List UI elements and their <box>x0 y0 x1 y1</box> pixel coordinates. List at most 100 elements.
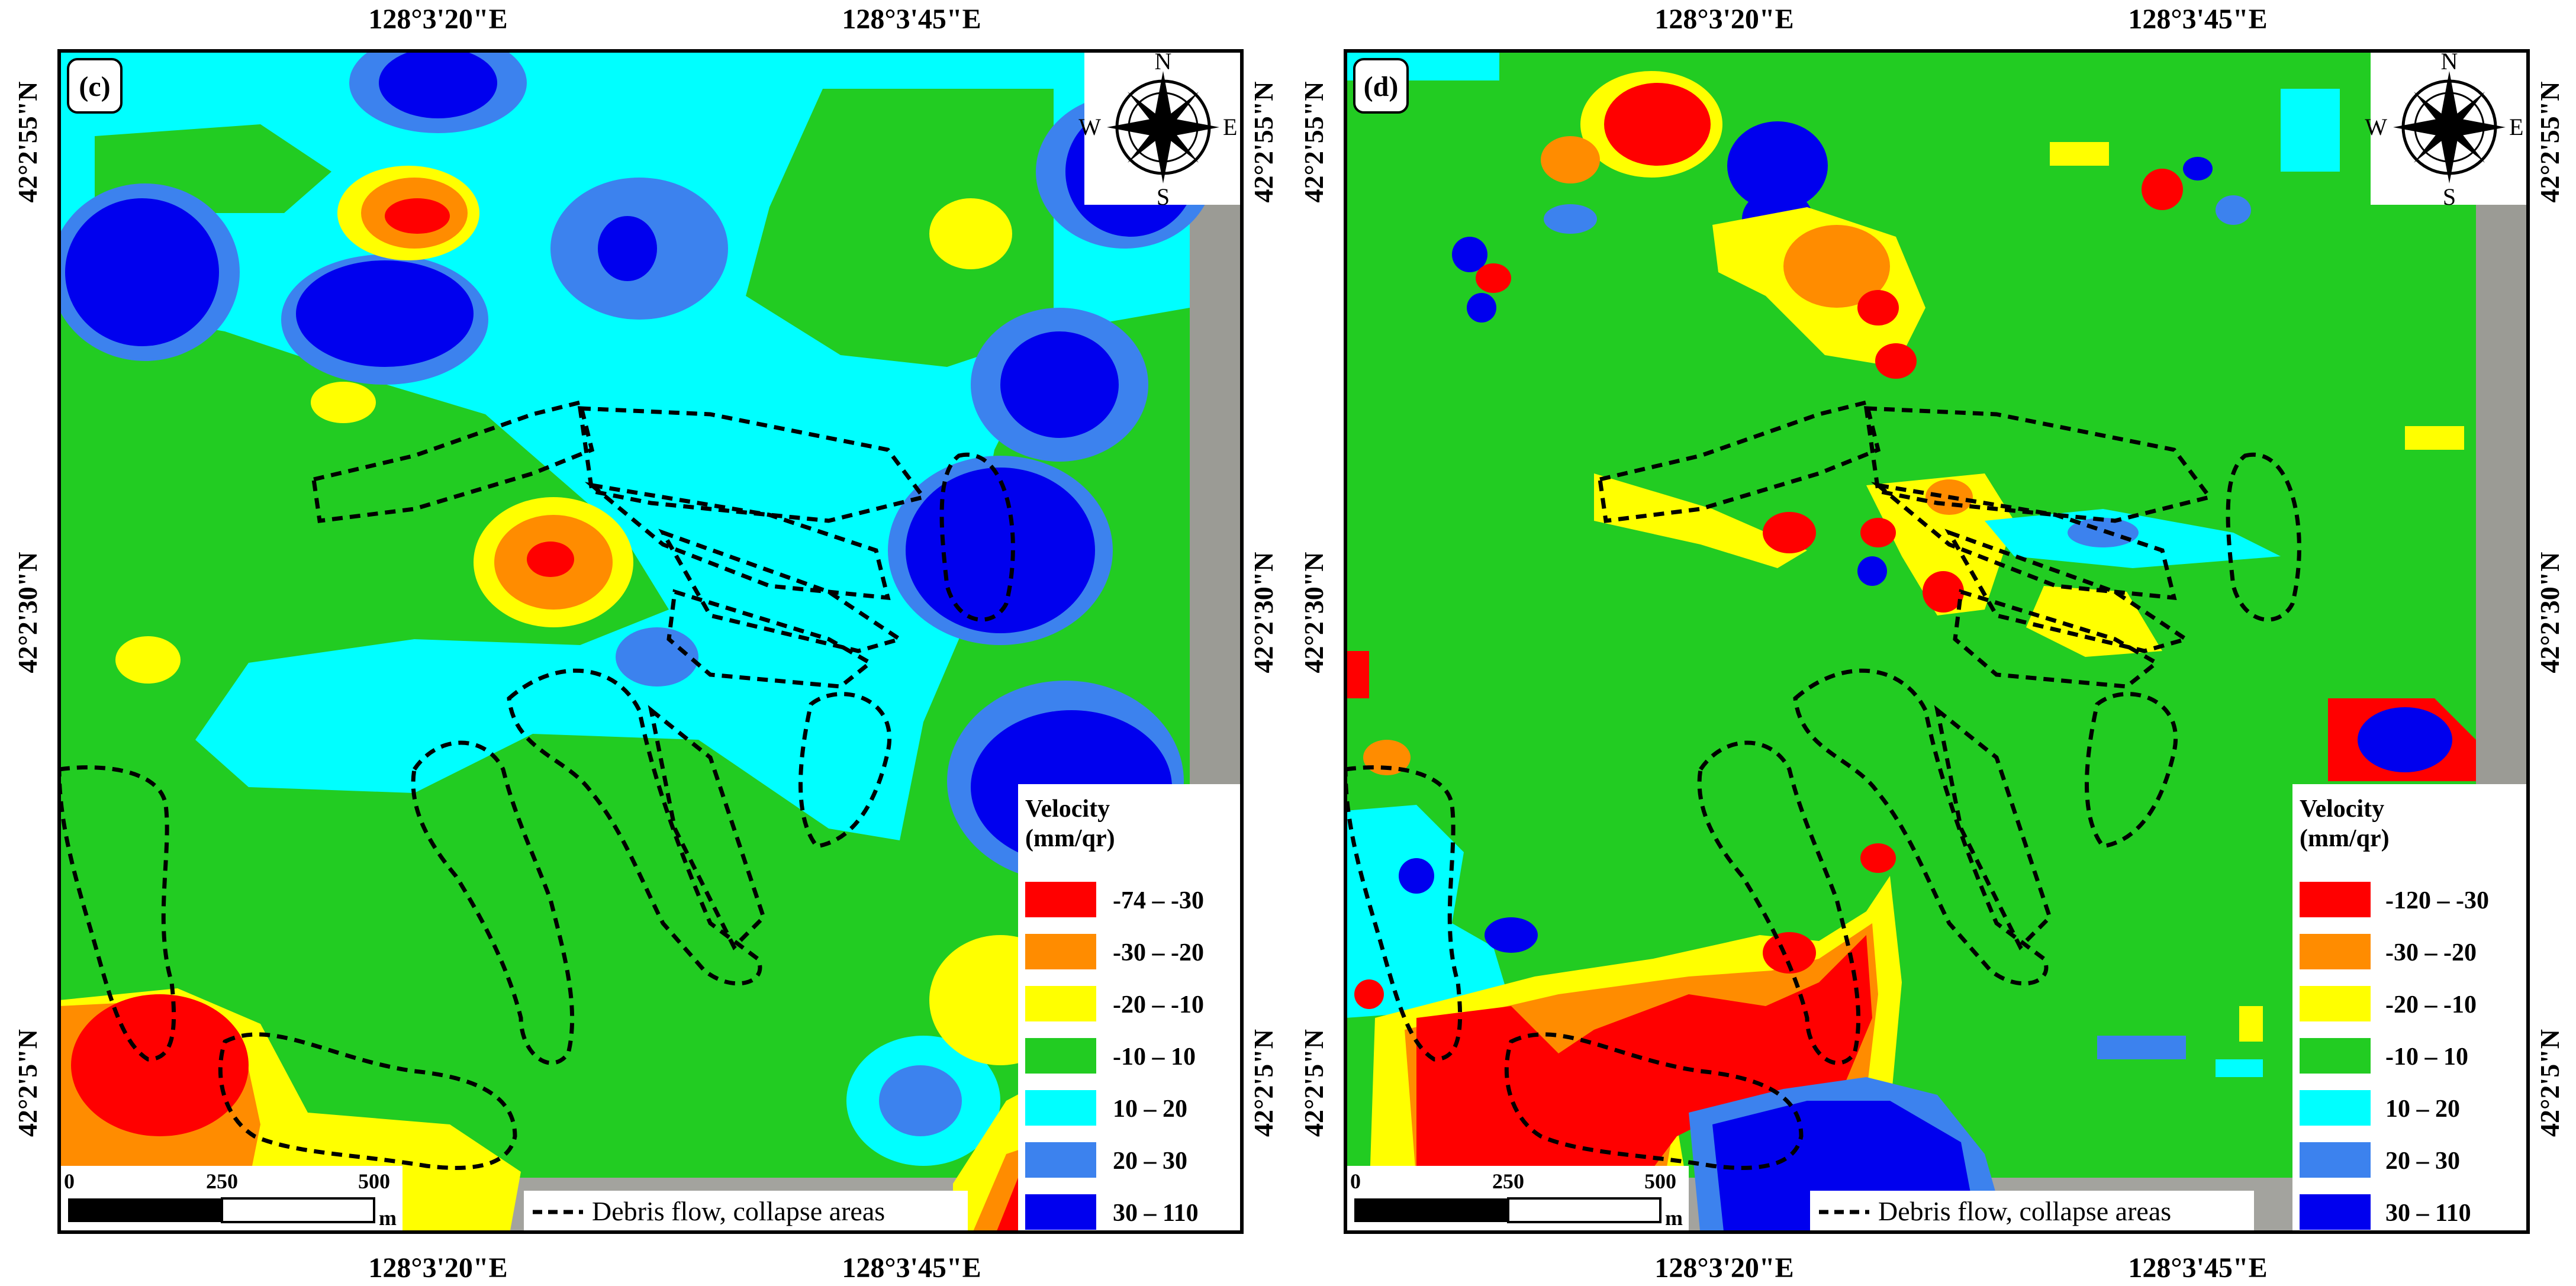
legend-swatch-4 <box>2300 1038 2371 1074</box>
blob-red-mid1 <box>1763 512 1816 553</box>
legend-class-2: -30 – -20 <box>1113 939 1204 966</box>
compass-e: E <box>1223 114 1237 140</box>
top-lon-label-2: 128°3'45"E <box>842 4 981 35</box>
right-lat-label-2: 42°2'30"N <box>1248 552 1279 673</box>
compass-w: W <box>2365 114 2387 140</box>
blob-yellow-4 <box>115 636 181 684</box>
left-lat-label-3: 42°2'5"N <box>12 1029 43 1137</box>
blob-blue-e <box>2358 707 2452 772</box>
scalebar-black <box>68 1198 222 1222</box>
blob-blue-n1 <box>1727 121 1828 210</box>
blob-blue-1 <box>379 51 497 118</box>
blob-red-n4 <box>1476 263 1511 293</box>
scalebar-d: 0 250 500 m <box>1345 1166 1689 1232</box>
blob-red-1 <box>385 198 450 234</box>
legend-class-1: -74 – -30 <box>1113 887 1204 914</box>
blob-orange-n2 <box>1783 225 1890 308</box>
right-lat-label-2: 42°2'30"N <box>2535 552 2565 673</box>
scalebar-white <box>221 1197 375 1223</box>
blob-red-sw0 <box>1354 979 1384 1009</box>
legend-swatch-6 <box>2300 1142 2371 1178</box>
blob-red-sw <box>71 994 249 1136</box>
compass-d: N S W E <box>2365 48 2528 210</box>
legend-class-3: -20 – -10 <box>2385 991 2477 1019</box>
panel-label-text: (c) <box>79 71 110 102</box>
blob-orange-w <box>1363 740 1411 775</box>
left-lat-label-3: 42°2'5"N <box>1299 1029 1329 1137</box>
blob-blue-mid <box>1857 556 1887 586</box>
blob-red-n3 <box>1875 343 1917 379</box>
dash-legend-d: Debris flow, collapse areas <box>1810 1191 2254 1232</box>
legend-class-1: -120 – -30 <box>2385 887 2489 914</box>
dash-legend-box <box>1810 1191 2254 1232</box>
scalebar-tick-500: 500 <box>1644 1169 1676 1193</box>
legend-class-5: 10 – 20 <box>2385 1095 2460 1123</box>
compass-rose-diag-icon <box>2414 92 2485 163</box>
debris-flow-outlines-c <box>59 399 1015 1170</box>
blob-blue-4 <box>598 216 657 281</box>
blob-yellow-ne1 <box>2050 142 2109 166</box>
legend-swatch-7 <box>1025 1194 1096 1230</box>
legend-swatch-3 <box>2300 986 2371 1021</box>
legend-swatch-2 <box>2300 934 2371 969</box>
blob-red-sw2 <box>1763 932 1816 974</box>
left-lat-label-2: 42°2'30"N <box>12 552 43 673</box>
panel-label-d: (d) <box>1353 58 1409 114</box>
blob-red-n2 <box>1857 290 1899 325</box>
blob-blue-7 <box>906 468 1095 633</box>
blob-yellow-e1 <box>2405 426 2464 450</box>
right-lat-label-1: 42°2'55"N <box>1248 82 1279 203</box>
debris-flow-outlines-d <box>1345 399 2301 1170</box>
blob-red-w <box>1345 651 1369 698</box>
scalebar-c: 0 250 500 m <box>59 1166 402 1232</box>
blob-midblue-ne1 <box>2216 195 2251 225</box>
panel-frame-d <box>1344 49 2530 1234</box>
dash-legend-c: Debris flow, collapse areas <box>524 1191 968 1232</box>
compass-c: N S W E <box>1078 48 1242 210</box>
compass-w: W <box>1078 114 1101 140</box>
legend-class-3: -20 – -10 <box>1113 991 1204 1019</box>
cyan-patch-ne <box>2281 89 2340 172</box>
blob-midblue-se <box>2097 1036 2186 1059</box>
scalebar-unit: m <box>379 1206 397 1230</box>
compass-s: S <box>2443 183 2456 210</box>
scalebar-unit: m <box>1665 1206 1683 1230</box>
dash-legend-text: Debris flow, collapse areas <box>592 1196 885 1226</box>
dash-legend-box <box>524 1191 968 1232</box>
legend-swatch-6 <box>1025 1142 1096 1178</box>
blob-red-mid3 <box>1860 518 1896 547</box>
legend-d: Velocity (mm/qr) -120 – -30 -30 – -20 -2… <box>2292 784 2528 1232</box>
legend-class-4: -10 – 10 <box>1113 1043 1196 1071</box>
blob-blue-3 <box>296 260 474 367</box>
blob-red-n1 <box>1604 83 1711 166</box>
scalebar-tick-250: 250 <box>1492 1169 1524 1193</box>
panel-c: 128°3'20"E 128°3'45"E 128°3'20"E 128°3'4… <box>12 4 1279 1284</box>
legend-swatch-5 <box>1025 1090 1096 1126</box>
legend-swatch-2 <box>1025 934 1096 969</box>
legend-class-6: 20 – 30 <box>1113 1148 1187 1175</box>
legend-class-7: 30 – 110 <box>1113 1200 1199 1227</box>
panel-label-c: (c) <box>67 58 123 114</box>
legend-c: Velocity (mm/qr) -74 – -30 -30 – -20 -20… <box>1018 784 1242 1232</box>
blob-midblue-mid <box>2068 518 2139 547</box>
blob-blue-sw1 <box>1399 858 1434 894</box>
legend-title-line1: Velocity <box>1025 795 1110 823</box>
scalebar-tick-500: 500 <box>358 1169 390 1193</box>
blob-mid-blue-10 <box>616 627 698 686</box>
top-lon-label-1: 128°3'20"E <box>1654 4 1793 35</box>
blob-red-2 <box>527 542 574 577</box>
bottom-lon-label-1: 128°3'20"E <box>368 1252 507 1284</box>
left-lat-label-1: 42°2'55"N <box>12 82 43 203</box>
blob-yellow-mid1 <box>1594 473 1807 568</box>
compass-s: S <box>1157 183 1170 210</box>
blob-yellow-se <box>2239 1006 2263 1042</box>
blob-mid-blue-9 <box>879 1065 962 1136</box>
scalebar-tick-0: 0 <box>64 1169 75 1193</box>
compass-e: E <box>2509 114 2523 140</box>
legend-title-line2: (mm/qr) <box>2300 825 2390 852</box>
legend-class-5: 10 – 20 <box>1113 1095 1187 1123</box>
dash-legend-text: Debris flow, collapse areas <box>1878 1196 2171 1226</box>
legend-title-line2: (mm/qr) <box>1025 825 1115 852</box>
blob-blue-2 <box>65 198 219 346</box>
